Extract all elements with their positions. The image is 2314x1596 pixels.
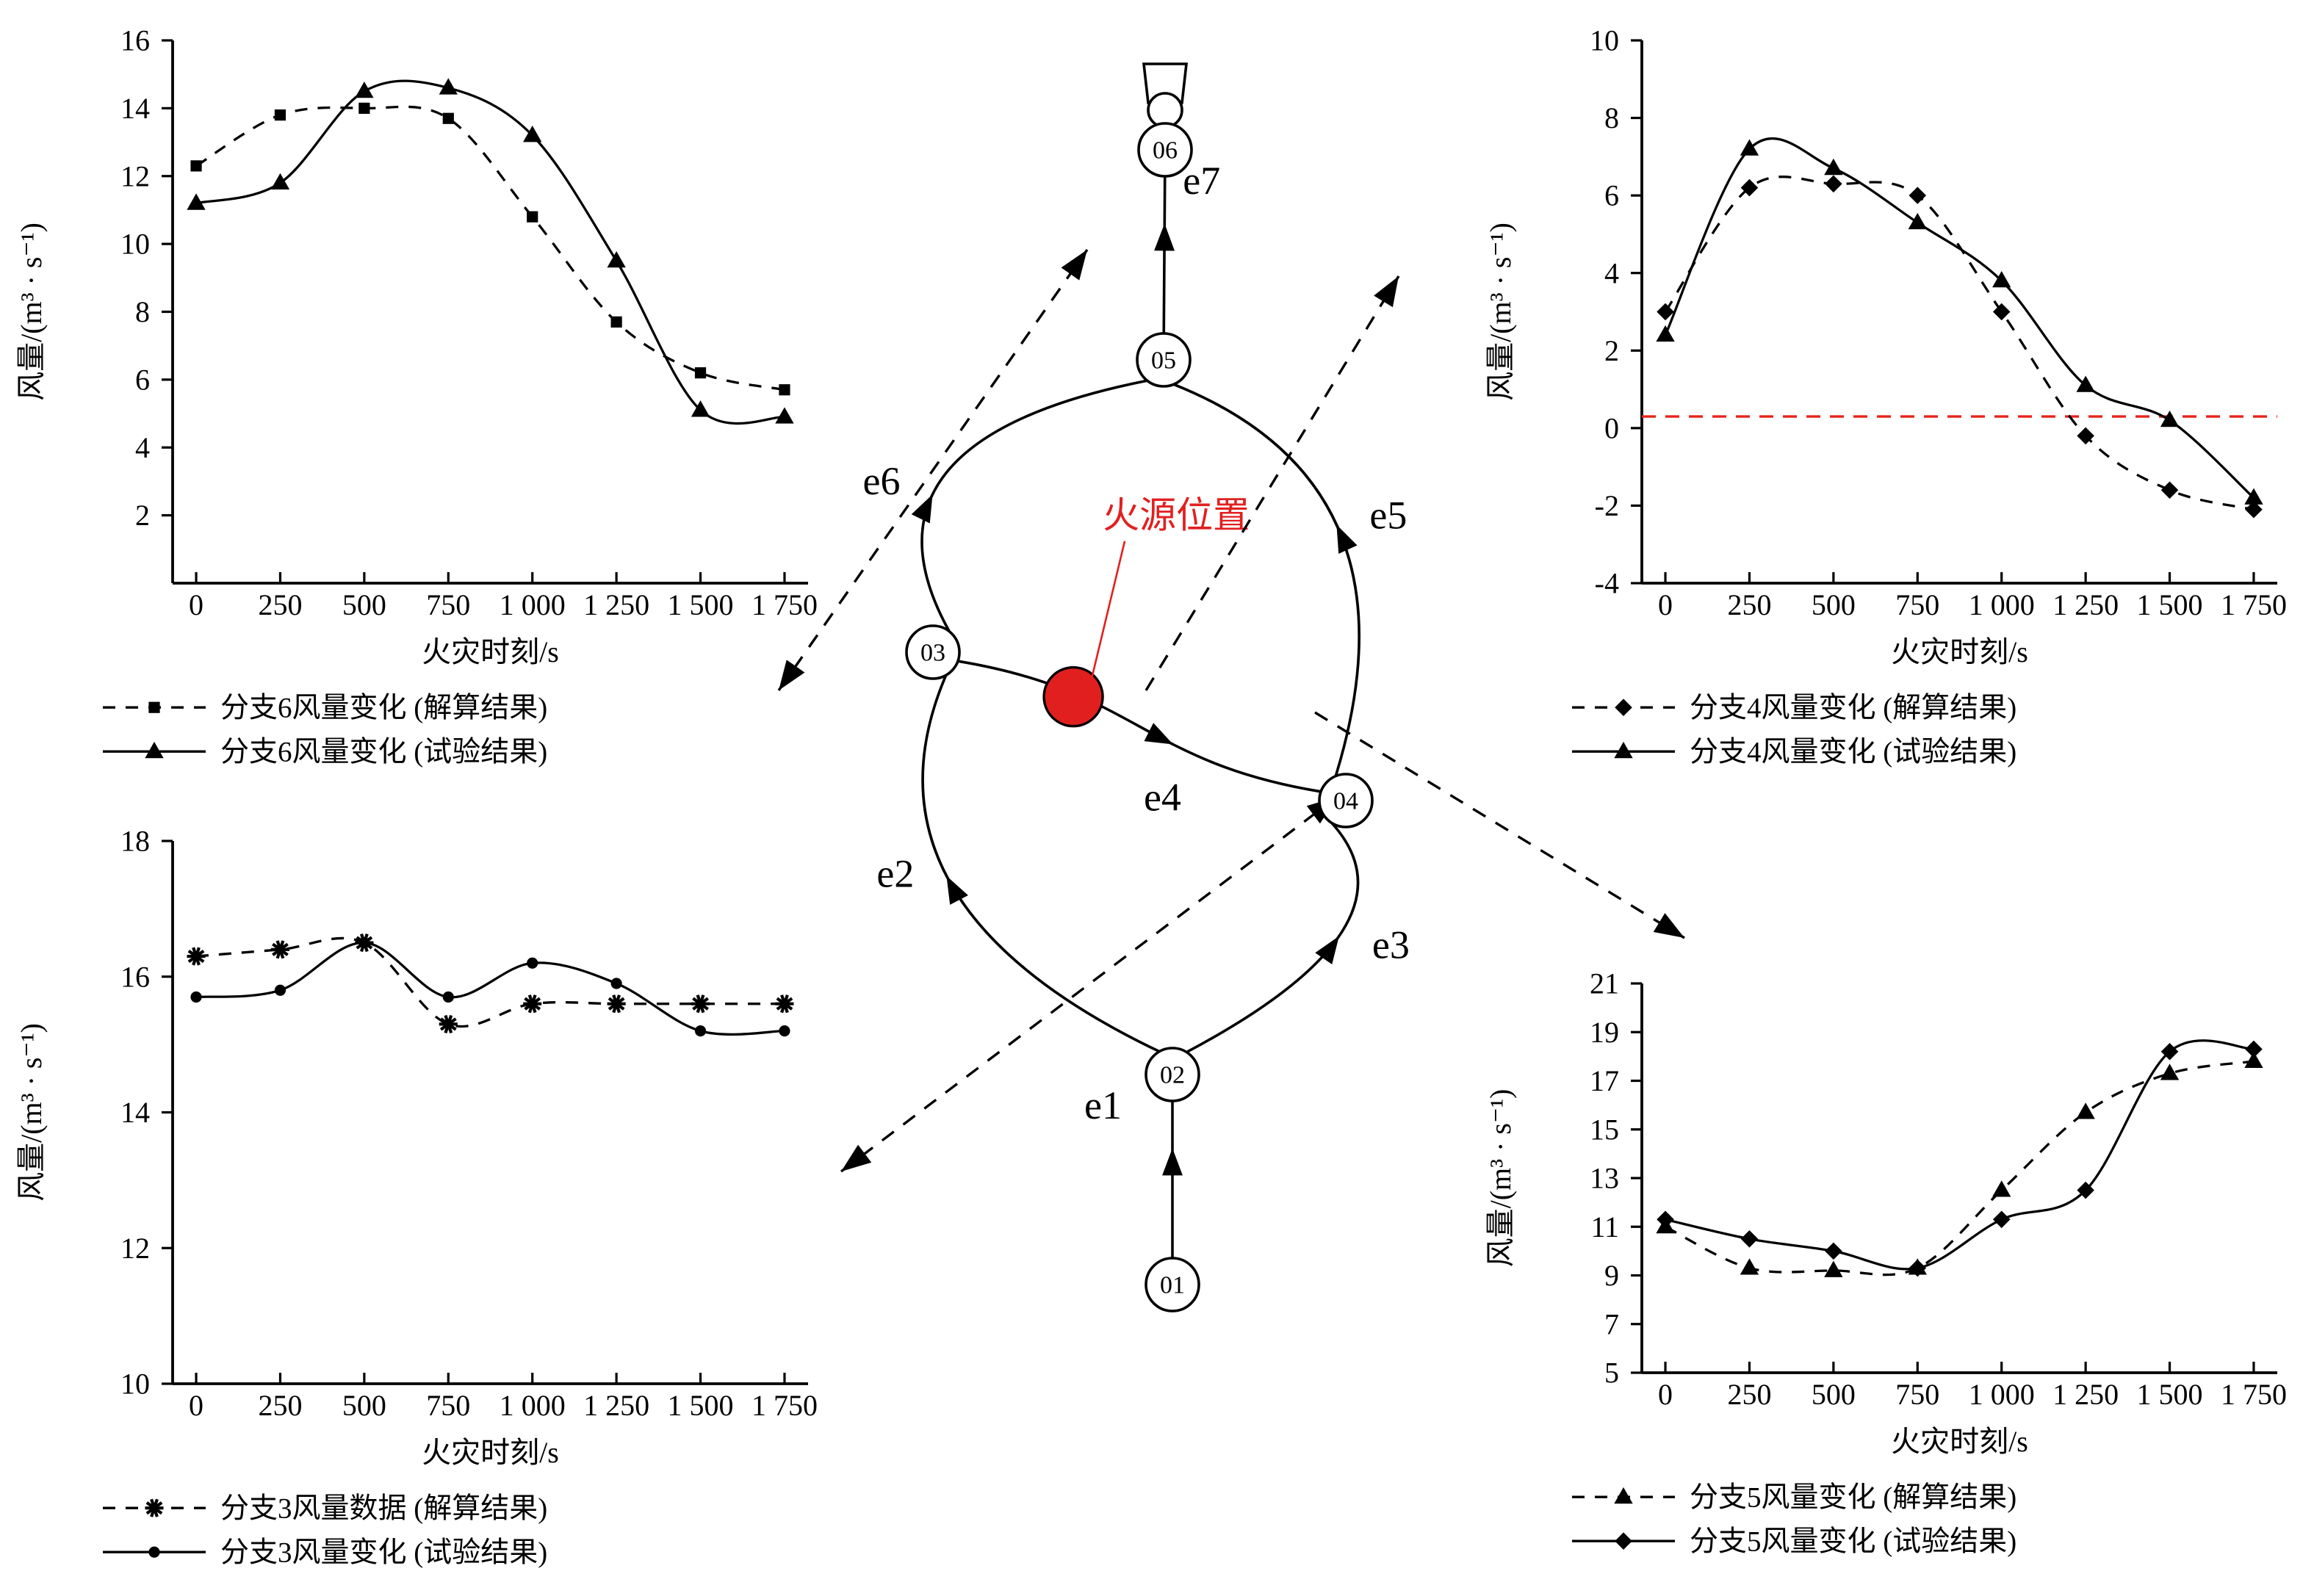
svg-text:e1: e1 <box>1084 1083 1122 1127</box>
svg-text:火源位置: 火源位置 <box>1103 495 1250 536</box>
svg-text:e4: e4 <box>1144 776 1181 820</box>
svg-text:03: 03 <box>920 640 945 667</box>
svg-text:e7: e7 <box>1183 159 1220 203</box>
svg-text:e6: e6 <box>863 459 901 503</box>
svg-text:04: 04 <box>1333 788 1358 815</box>
svg-text:e3: e3 <box>1372 923 1410 967</box>
svg-text:e5: e5 <box>1369 493 1407 537</box>
svg-text:01: 01 <box>1160 1272 1185 1299</box>
svg-text:02: 02 <box>1160 1062 1185 1089</box>
svg-text:05: 05 <box>1151 347 1176 375</box>
svg-text:06: 06 <box>1153 137 1178 165</box>
svg-text:e2: e2 <box>876 851 914 895</box>
